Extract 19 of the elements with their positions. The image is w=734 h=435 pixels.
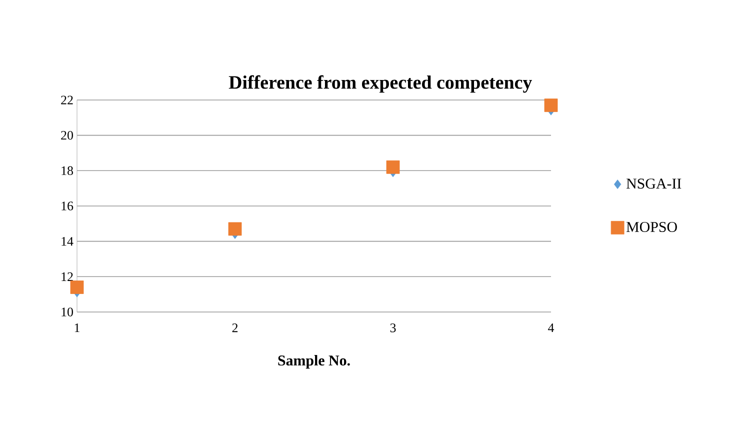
y-tick-label: 14: [62, 237, 74, 246]
legend-label: MOPSO: [626, 222, 677, 232]
point: [544, 98, 558, 112]
x-tick-label: 1: [74, 324, 80, 332]
chart-title: Difference from expected competency: [228, 75, 532, 93]
legend-label: NSGA-II: [626, 178, 682, 189]
y-tick-label: 16: [62, 202, 74, 210]
y-tick-label: 18: [62, 166, 73, 176]
y-tick-label: 10: [62, 308, 73, 316]
x-tick-label: 2: [232, 324, 238, 332]
point: [386, 160, 400, 174]
y-tick-label: 20: [61, 130, 73, 140]
y-tick-label: 22: [61, 96, 73, 104]
x-axis-title: Sample No.: [278, 355, 350, 369]
x-tick-label: 3: [390, 324, 396, 332]
point: [70, 280, 84, 294]
x-tick-label: 4: [548, 324, 554, 332]
y-tick-label: 12: [62, 272, 73, 281]
point: [228, 222, 242, 236]
